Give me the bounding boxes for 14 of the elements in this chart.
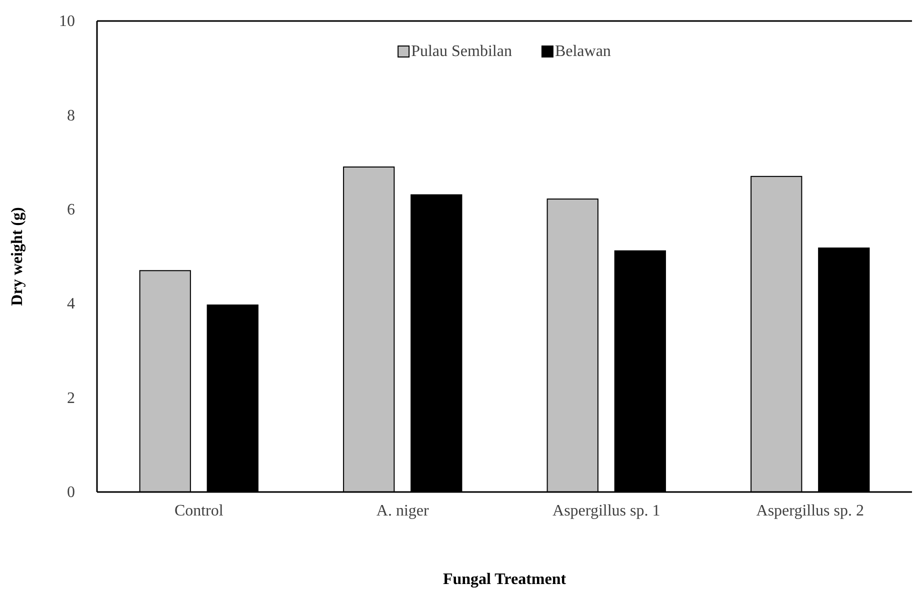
y-tick-label: 8: [67, 107, 75, 124]
x-axis-title: Fungal Treatment: [442, 571, 567, 588]
x-tick-label: Aspergillus sp. 1: [552, 502, 660, 520]
y-axis-title: Dry weight (g): [9, 207, 26, 306]
y-tick-label: 2: [67, 390, 75, 407]
x-tick-label: Control: [174, 502, 224, 520]
x-tick-label: Aspergillus sp. 2: [756, 502, 864, 520]
x-tick-label: A. niger: [376, 502, 430, 520]
y-tick-label: 4: [67, 296, 75, 313]
y-tick-label: 0: [67, 484, 75, 502]
legend-label: Pulau Sembilan: [411, 43, 512, 60]
y-tick-label: 6: [67, 202, 75, 219]
y-tick-label: 10: [59, 13, 75, 30]
legend-label: Belawan: [554, 43, 611, 60]
